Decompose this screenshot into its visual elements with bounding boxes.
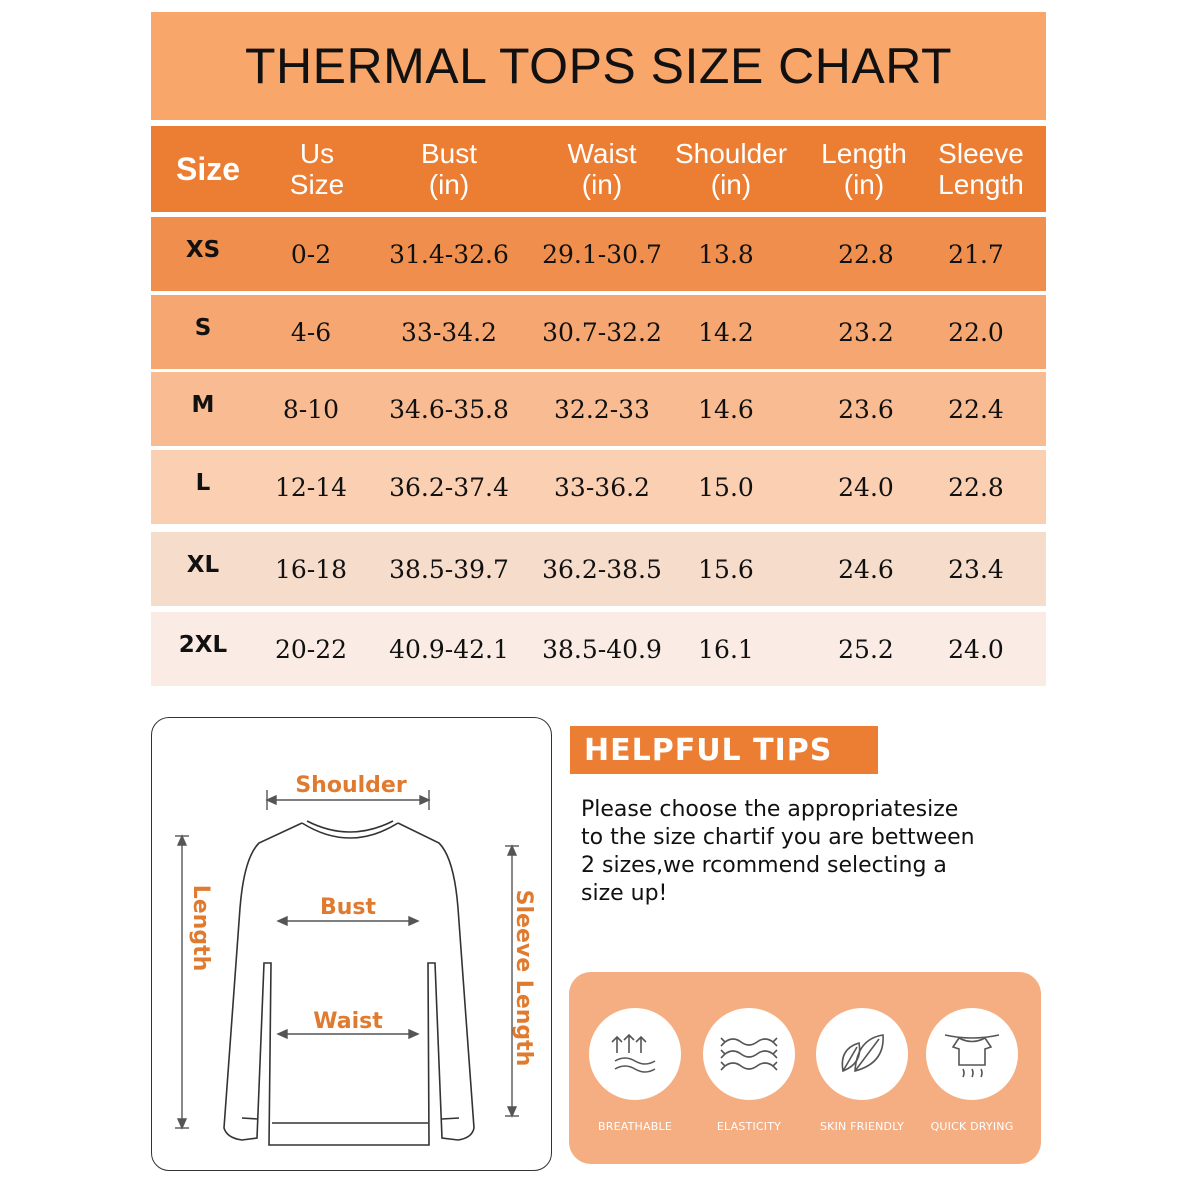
label-length: Length [188, 885, 213, 972]
leaf-icon [816, 1008, 908, 1100]
table-row: XL 16-18 38.5-39.7 36.2-38.5 15.6 24.6 23.4 [151, 532, 1046, 606]
shirt-diagram: Shoulder Bust Waist Length Sleeve Length [175, 773, 536, 1146]
cell-shoulder: 14.6 [698, 394, 754, 424]
helpful-tips-title: HELPFUL TIPS [584, 732, 833, 768]
feature-breathable: BREATHABLE [585, 1008, 685, 1133]
tips-line: to the size chartif you are bettween [581, 825, 975, 850]
tips-line: size up! [581, 881, 668, 906]
label-bust: Bust [320, 895, 377, 920]
page-title: THERMAL TOPS SIZE CHART [244, 38, 952, 94]
cell-shoulder: 13.8 [698, 239, 754, 269]
header-us-size: Us Size [289, 138, 345, 200]
cell-bust: 38.5-39.7 [389, 554, 509, 584]
cell-length: 24.0 [838, 472, 894, 502]
table-header: Size Us Size Bust (in) Waist (in) Should… [151, 126, 1046, 212]
cell-waist: 32.2-33 [554, 394, 650, 424]
tips-line: 2 sizes,we rcommend selecting a [581, 853, 947, 878]
table-row: M 8-10 34.6-35.8 32.2-33 14.6 23.6 22.4 [151, 372, 1046, 446]
cell-length: 22.8 [838, 239, 894, 269]
cell-waist: 38.5-40.9 [542, 634, 662, 664]
cell-sleeve-length: 23.4 [948, 554, 1004, 584]
cell-waist: 33-36.2 [554, 472, 650, 502]
table-row: 2XL 20-22 40.9-42.1 38.5-40.9 16.1 25.2 24.0 [151, 612, 1046, 686]
header-size: Size [175, 150, 241, 187]
tips-line: Please choose the appropriatesize [581, 797, 959, 822]
cell-bust: 34.6-35.8 [389, 394, 509, 424]
cell-size: M [191, 392, 215, 418]
cell-length: 25.2 [838, 634, 894, 664]
label-waist: Waist [313, 1009, 383, 1034]
table-row: L 12-14 36.2-37.4 33-36.2 15.0 24.0 22.8 [151, 450, 1046, 524]
cell-bust: 33-34.2 [401, 317, 497, 347]
feature-label: QUICK DRYING [930, 1120, 1014, 1133]
cell-size: 2XL [178, 632, 228, 658]
measurement-diagram: Shoulder Bust Waist Length Sleeve Length [151, 717, 552, 1171]
cell-sleeve-length: 21.7 [948, 239, 1004, 269]
cell-us-size: 16-18 [274, 554, 348, 584]
table-row: S 4-6 33-34.2 30.7-32.2 14.2 23.2 22.0 [151, 295, 1046, 369]
header-shoulder: Shoulder (in) [674, 138, 788, 200]
collar-inner-line [306, 820, 394, 833]
cell-bust: 40.9-42.1 [389, 634, 509, 664]
cell-us-size: 20-22 [274, 634, 348, 664]
feature-elasticity: ELASTICITY [699, 1008, 799, 1133]
header-sleeve-length: Sleeve Length [938, 138, 1024, 200]
cell-length: 24.6 [838, 554, 894, 584]
feature-skin-friendly: SKIN FRIENDLY [812, 1008, 912, 1133]
header-length: Length (in) [821, 138, 907, 200]
cell-us-size: 12-14 [274, 472, 348, 502]
cell-size: XS [185, 237, 221, 263]
features-panel: BREATHABLE ELASTICITY SKIN FRIENDLY [569, 972, 1041, 1164]
cell-waist: 29.1-30.7 [542, 239, 662, 269]
cell-us-size: 8-10 [282, 394, 340, 424]
table-row: XS 0-2 31.4-32.6 29.1-30.7 13.8 22.8 21.7 [151, 217, 1046, 291]
cell-us-size: 0-2 [290, 239, 332, 269]
title-banner: THERMAL TOPS SIZE CHART [151, 12, 1046, 120]
cell-bust: 31.4-32.6 [389, 239, 509, 269]
right-cuff-line [441, 1117, 460, 1120]
header-bust: Bust (in) [420, 138, 478, 200]
collar-line [301, 822, 399, 839]
cell-us-size: 4-6 [290, 317, 332, 347]
cell-size: L [195, 470, 211, 496]
cell-sleeve-length: 22.0 [948, 317, 1004, 347]
cell-sleeve-length: 24.0 [948, 634, 1004, 664]
cell-waist: 36.2-38.5 [542, 554, 662, 584]
quick-drying-icon [926, 1008, 1018, 1100]
breathable-icon [589, 1008, 681, 1100]
cell-length: 23.2 [838, 317, 894, 347]
cell-waist: 30.7-32.2 [542, 317, 662, 347]
cell-length: 23.6 [838, 394, 894, 424]
shirt-outline [223, 822, 475, 1146]
feature-quick-drying: QUICK DRYING [922, 1008, 1022, 1133]
elasticity-icon [703, 1008, 795, 1100]
cell-sleeve-length: 22.8 [948, 472, 1004, 502]
cell-shoulder: 15.6 [698, 554, 754, 584]
header-waist: Waist (in) [567, 138, 637, 200]
feature-label: ELASTICITY [716, 1120, 782, 1133]
left-cuff-line [241, 1117, 259, 1120]
feature-label: BREATHABLE [598, 1120, 672, 1133]
cell-sleeve-length: 22.4 [948, 394, 1004, 424]
feature-label: SKIN FRIENDLY [819, 1120, 904, 1133]
cell-shoulder: 14.2 [698, 317, 754, 347]
cell-size: XL [186, 552, 220, 578]
cell-size: S [194, 315, 212, 341]
cell-shoulder: 16.1 [698, 634, 754, 664]
cell-bust: 36.2-37.4 [389, 472, 509, 502]
helpful-tips-heading: HELPFUL TIPS [570, 726, 878, 774]
label-shoulder: Shoulder [295, 773, 406, 798]
label-sleeve-length: Sleeve Length [511, 890, 536, 1067]
cell-shoulder: 15.0 [698, 472, 754, 502]
helpful-tips-text: Please choose the appropriatesize to the… [581, 796, 1031, 908]
